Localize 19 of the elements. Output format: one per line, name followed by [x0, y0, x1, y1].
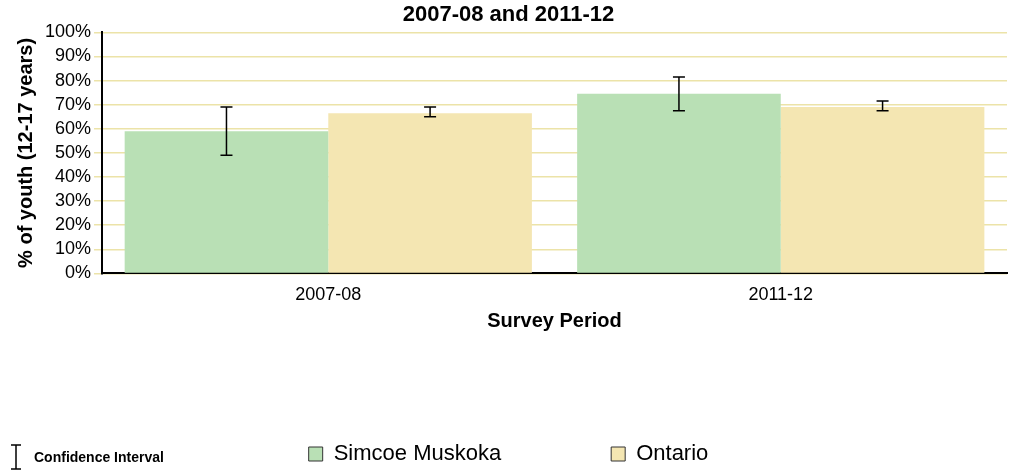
x-axis-title: Survey Period: [487, 308, 622, 331]
chart-title: 2007-08 and 2011-12: [402, 1, 615, 27]
y-tick-label: 20%: [55, 214, 92, 235]
y-tick-label: 50%: [55, 141, 92, 162]
y-tick-label: 100%: [44, 21, 92, 42]
legend-label: Ontario: [636, 440, 709, 466]
x-tick-label: 2007-08: [295, 284, 362, 305]
y-axis-title: % of youth (12-17 years): [13, 37, 36, 268]
y-tick-label: 90%: [55, 45, 92, 66]
y-tick-label: 80%: [55, 69, 92, 90]
text: Confidence Interval: [34, 449, 164, 465]
y-tick-label: 10%: [55, 238, 92, 259]
y-tick-label: 30%: [55, 190, 92, 211]
legend-label: Simcoe Muskoka: [333, 440, 502, 466]
y-tick-label: 70%: [55, 93, 92, 114]
x-tick-label: 2011-12: [748, 284, 814, 305]
y-tick-label: 60%: [55, 117, 92, 138]
y-tick-label: 40%: [55, 165, 92, 186]
y-tick-label: 0%: [65, 262, 92, 283]
